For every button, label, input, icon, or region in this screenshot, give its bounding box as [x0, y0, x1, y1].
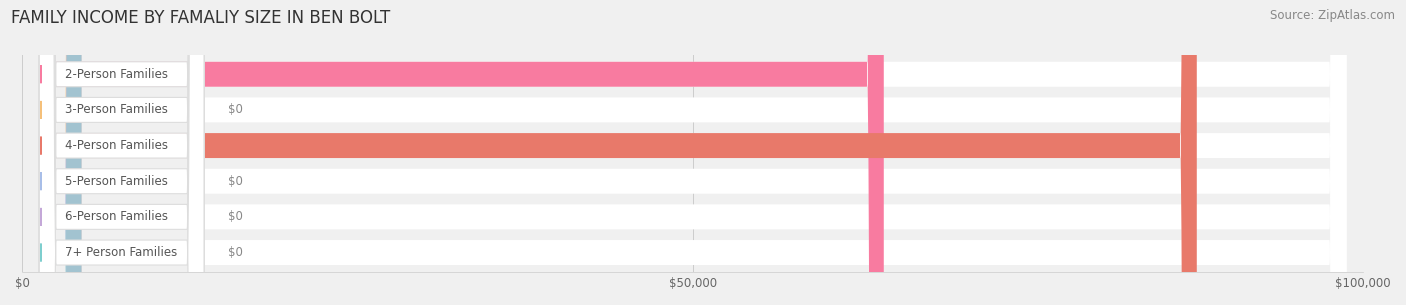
Text: 5-Person Families: 5-Person Families — [65, 175, 167, 188]
Text: FAMILY INCOME BY FAMALIY SIZE IN BEN BOLT: FAMILY INCOME BY FAMALIY SIZE IN BEN BOL… — [11, 9, 391, 27]
Text: $0: $0 — [228, 103, 242, 117]
FancyBboxPatch shape — [39, 0, 1347, 305]
Text: $0: $0 — [228, 246, 242, 259]
Text: 4-Person Families: 4-Person Families — [65, 139, 167, 152]
FancyBboxPatch shape — [39, 0, 204, 305]
Text: $65,500: $65,500 — [904, 68, 959, 81]
FancyBboxPatch shape — [39, 0, 204, 305]
Text: 6-Person Families: 6-Person Families — [65, 210, 167, 223]
FancyBboxPatch shape — [39, 0, 1347, 305]
FancyBboxPatch shape — [39, 0, 82, 305]
FancyBboxPatch shape — [39, 0, 204, 305]
Text: 7+ Person Families: 7+ Person Families — [65, 246, 177, 259]
FancyBboxPatch shape — [39, 0, 1347, 305]
FancyBboxPatch shape — [39, 0, 204, 305]
Text: $88,846: $88,846 — [1218, 139, 1271, 152]
FancyBboxPatch shape — [39, 0, 1347, 305]
FancyBboxPatch shape — [39, 0, 1347, 305]
FancyBboxPatch shape — [39, 0, 82, 305]
FancyBboxPatch shape — [39, 0, 204, 305]
FancyBboxPatch shape — [39, 0, 1347, 305]
FancyBboxPatch shape — [39, 0, 82, 305]
Text: 3-Person Families: 3-Person Families — [65, 103, 167, 117]
FancyBboxPatch shape — [39, 0, 1197, 305]
FancyBboxPatch shape — [39, 0, 884, 305]
Text: 2-Person Families: 2-Person Families — [65, 68, 167, 81]
FancyBboxPatch shape — [39, 0, 204, 305]
Text: $0: $0 — [228, 210, 242, 223]
Text: $0: $0 — [228, 175, 242, 188]
Text: Source: ZipAtlas.com: Source: ZipAtlas.com — [1270, 9, 1395, 22]
FancyBboxPatch shape — [39, 0, 82, 305]
